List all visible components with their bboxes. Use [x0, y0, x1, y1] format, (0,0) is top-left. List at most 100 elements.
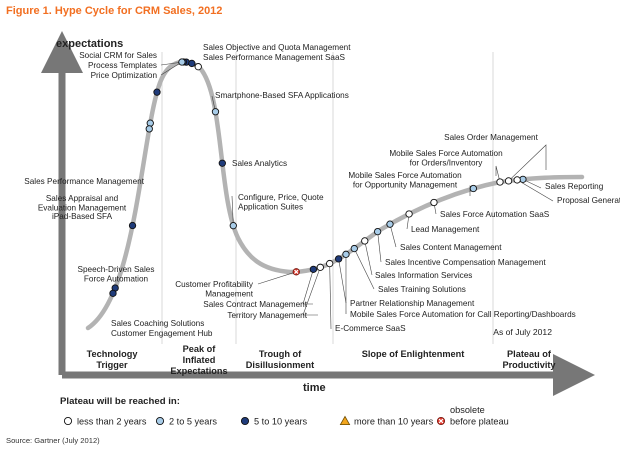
- technology-point: [334, 255, 343, 263]
- technology-point: [211, 108, 220, 116]
- obsolete-cross: [438, 418, 444, 424]
- technology-label: Configure, Price, Quote Application Suite…: [238, 193, 324, 212]
- technology-point: [361, 237, 369, 245]
- leader-line: [329, 263, 332, 330]
- technology-label: Sales Appraisal and Evaluation Management: [38, 194, 127, 213]
- technology-point: [109, 289, 117, 298]
- technology-label: Sales Incentive Compensation Management: [385, 258, 546, 267]
- technology-point: [326, 259, 334, 268]
- technology-point: [188, 59, 196, 68]
- technology-point: [145, 125, 153, 133]
- points-layer: [109, 58, 554, 330]
- leader-line: [389, 224, 397, 248]
- technology-label: Lead Management: [411, 225, 480, 234]
- x-axis-label: time: [303, 382, 326, 394]
- technology-label: Sales Performance Management SaaS: [203, 53, 346, 62]
- y-axis-label: expectations: [56, 38, 123, 50]
- leader-line: [160, 61, 183, 76]
- legend-label: less than 2 years: [77, 417, 147, 427]
- legend-marker: [240, 416, 250, 426]
- technology-label: Mobile Sales Force Automation for Call R…: [350, 310, 576, 319]
- legend-marker: [63, 416, 73, 426]
- technology-label: Sales Content Management: [400, 243, 502, 252]
- legend-label: 5 to 10 years: [254, 417, 308, 427]
- technology-point: [386, 220, 394, 228]
- technology-label: Sales Coaching Solutions: [111, 319, 204, 328]
- leader-line: [338, 258, 347, 304]
- legend-label: 2 to 5 years: [169, 417, 217, 427]
- technology-label: Territory Management: [227, 311, 307, 320]
- technology-label: Smartphone-Based SFA Applications: [215, 91, 349, 100]
- technology-label: Speech-Driven Sales Force Automation: [78, 265, 155, 284]
- leader-line: [377, 231, 382, 263]
- technology-point: [504, 177, 513, 185]
- legend: Plateau will be reached in: less than 2 …: [60, 396, 509, 427]
- figure-title: Figure 1. Hype Cycle for CRM Sales, 2012: [6, 5, 222, 17]
- technology-point: [496, 178, 504, 186]
- leader-line: [508, 144, 547, 182]
- technology-label: Proposal Generation: [557, 196, 620, 205]
- technology-label: Mobile Sales Force Automation for Orders/…: [389, 149, 503, 168]
- technology-point: [309, 265, 318, 273]
- technology-label: Sales Objective and Quota Management: [203, 43, 351, 52]
- technology-point: [469, 184, 478, 193]
- technology-label: Customer Profitability Management: [175, 280, 254, 299]
- phase-label: Slope of Enlightenment: [362, 349, 465, 359]
- technology-label: Customer Engagement Hub: [111, 329, 213, 338]
- leader-line: [231, 195, 234, 226]
- technology-label: Mobile Sales Force Automation for Opportu…: [348, 171, 462, 190]
- technology-point: [316, 263, 324, 271]
- technology-label: Partner Relationship Management: [350, 299, 475, 308]
- leader-line: [354, 248, 375, 290]
- technology-point: [350, 244, 358, 253]
- leader-line: [517, 179, 554, 202]
- phase-label: Peak of Inflated Expectations: [170, 344, 227, 376]
- technology-label: Price Optimization: [91, 71, 158, 80]
- technology-label: Sales Reporting: [545, 182, 604, 191]
- source-note: Source: Gartner (July 2012): [6, 436, 100, 445]
- legend-marker: [339, 415, 351, 426]
- technology-point: [194, 63, 202, 71]
- technology-label: Social CRM for Sales: [79, 51, 157, 60]
- technology-label: iPad-Based SFA: [52, 212, 113, 221]
- legend-label: more than 10 years: [354, 417, 434, 427]
- phase-label: Plateau of Productivity: [502, 349, 556, 370]
- leader-line: [495, 165, 501, 183]
- phase-labels: Technology Trigger Peak of Inflated Expectat…: [87, 344, 557, 376]
- leader-line: [364, 240, 373, 276]
- technology-label: Sales Performance Management: [24, 177, 144, 186]
- leader-line: [257, 271, 297, 285]
- technology-label: Sales Analytics: [232, 159, 287, 168]
- technology-point: [229, 222, 237, 230]
- obsolete-cross: [294, 269, 299, 275]
- technology-point: [218, 159, 226, 167]
- technology-point: [430, 198, 438, 207]
- legend-marker: [155, 416, 165, 426]
- technology-label: Sales Information Services: [375, 271, 472, 280]
- technology-label: Sales Training Solutions: [378, 285, 466, 294]
- phase-label: Technology Trigger: [87, 349, 139, 370]
- technology-point: [373, 227, 382, 236]
- technology-label: Sales Contract Management: [203, 300, 307, 309]
- technology-label: Sales Order Management: [444, 133, 538, 142]
- technology-point: [405, 210, 413, 218]
- leader-line: [302, 267, 321, 316]
- technology-point: [178, 58, 186, 66]
- technology-point: [513, 176, 521, 184]
- leader-line: [302, 269, 314, 305]
- as-of-date: As of July 2012: [493, 327, 552, 337]
- technology-point: [342, 250, 350, 258]
- technology-label: Sales Force Automation SaaS: [440, 210, 550, 219]
- plot-area: expectations time Sales Coaching Solutio…: [24, 31, 620, 396]
- legend-label-top: obsolete: [450, 405, 485, 415]
- technology-point: [153, 88, 161, 96]
- legend-title: Plateau will be reached in:: [60, 396, 180, 407]
- technology-label: Process Templates: [88, 61, 157, 70]
- legend-label: before plateau: [450, 417, 509, 427]
- technology-label: E-Commerce SaaS: [335, 324, 406, 333]
- phase-label: Trough of Disillusionment: [246, 349, 314, 370]
- technology-point: [128, 221, 137, 230]
